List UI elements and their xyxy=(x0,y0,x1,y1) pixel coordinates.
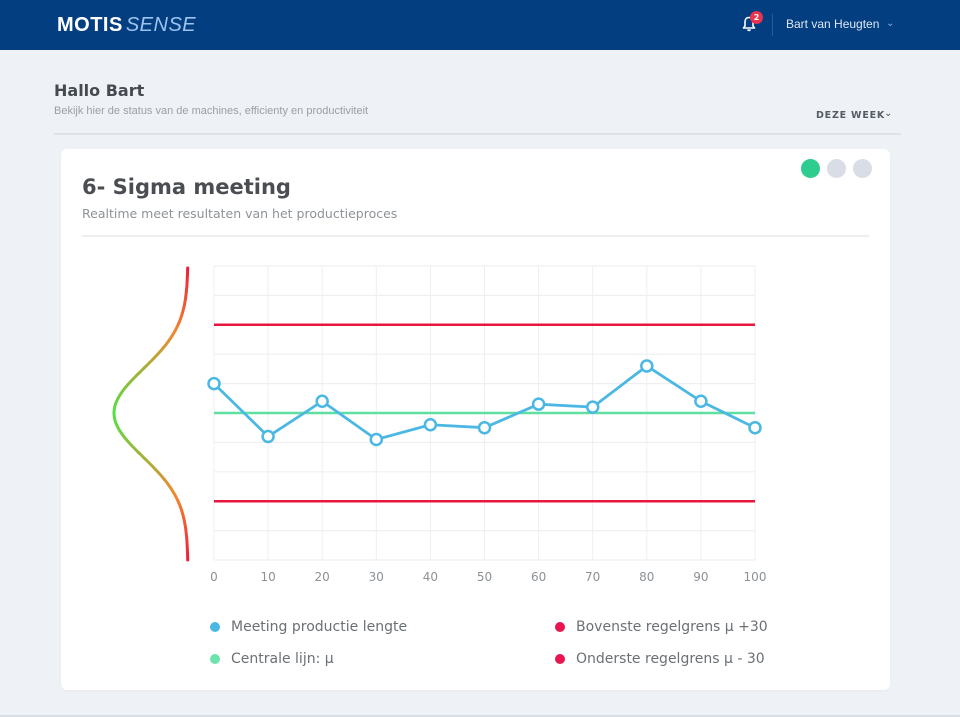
data-point xyxy=(261,429,275,444)
x-tick-label: 100 xyxy=(744,570,767,584)
period-selector[interactable]: DEZE WEEK xyxy=(816,110,886,121)
x-tick-label: 70 xyxy=(585,570,600,584)
data-point xyxy=(640,359,654,373)
legend-item-center-line: Centrale lijn: μ xyxy=(210,651,334,667)
legend-item-measurement: Meeting productie lengte xyxy=(210,619,407,635)
distribution-curve xyxy=(112,266,190,562)
x-tick-label: 40 xyxy=(423,570,438,584)
sigma-card xyxy=(61,149,890,690)
x-tick-label: 0 xyxy=(210,570,218,584)
data-point xyxy=(585,400,600,414)
x-tick-label: 60 xyxy=(531,570,546,584)
legend-item-lower-limit: Onderste regelgrens μ - 30 xyxy=(555,651,765,667)
data-point xyxy=(748,420,762,435)
x-tick-label: 90 xyxy=(693,570,708,584)
pager-dot-3[interactable] xyxy=(853,159,872,178)
data-point xyxy=(694,394,708,408)
legend-swatch xyxy=(210,622,220,632)
header-divider xyxy=(772,14,773,36)
legend-label: Onderste regelgrens μ - 30 xyxy=(576,651,765,667)
logo-bold: MOTIS xyxy=(57,14,123,36)
legend-label: Centrale lijn: μ xyxy=(231,651,334,667)
legend-swatch xyxy=(555,654,565,664)
card-subtitle: Realtime meet resultaten van het product… xyxy=(82,206,398,221)
legend-swatch xyxy=(210,654,220,664)
page-subtitle: Bekijk hier de status van de machines, e… xyxy=(54,105,369,117)
data-point xyxy=(369,432,384,447)
legend-swatch xyxy=(555,622,565,632)
card-title: 6- Sigma meeting xyxy=(82,175,291,199)
x-tick-label: 30 xyxy=(369,570,384,584)
page-bottom-border xyxy=(0,715,960,717)
data-point xyxy=(477,420,492,435)
top-navigation-bar: MOTIS SENSE 2 Bart van Heugten ⌄ xyxy=(0,0,960,50)
data-point xyxy=(531,397,546,411)
legend-label: Meeting productie lengte xyxy=(231,619,408,635)
chevron-down-icon[interactable]: ⌄ xyxy=(884,108,893,119)
pager-dot-1[interactable] xyxy=(801,159,820,178)
page-title: Hallo Bart xyxy=(54,81,145,100)
card-divider xyxy=(82,235,869,237)
divider xyxy=(54,133,901,135)
x-tick-label: 50 xyxy=(477,570,492,584)
user-menu[interactable]: Bart van Heugten xyxy=(786,17,880,31)
legend-item-upper-limit: Bovenste regelgrens μ +30 xyxy=(555,619,768,635)
x-tick-label: 80 xyxy=(639,570,654,584)
data-point xyxy=(207,376,221,391)
pager-dot-2[interactable] xyxy=(827,159,846,178)
x-tick-label: 10 xyxy=(260,570,275,584)
data-point xyxy=(423,418,438,432)
x-tick-label: 20 xyxy=(315,570,330,584)
chevron-down-icon[interactable]: ⌄ xyxy=(886,18,895,29)
app-logo[interactable]: MOTIS SENSE xyxy=(57,12,196,37)
notification-badge: 2 xyxy=(750,11,763,24)
logo-light: SENSE xyxy=(125,14,197,36)
legend-label: Bovenste regelgrens μ +30 xyxy=(576,619,768,635)
data-point xyxy=(315,394,329,408)
